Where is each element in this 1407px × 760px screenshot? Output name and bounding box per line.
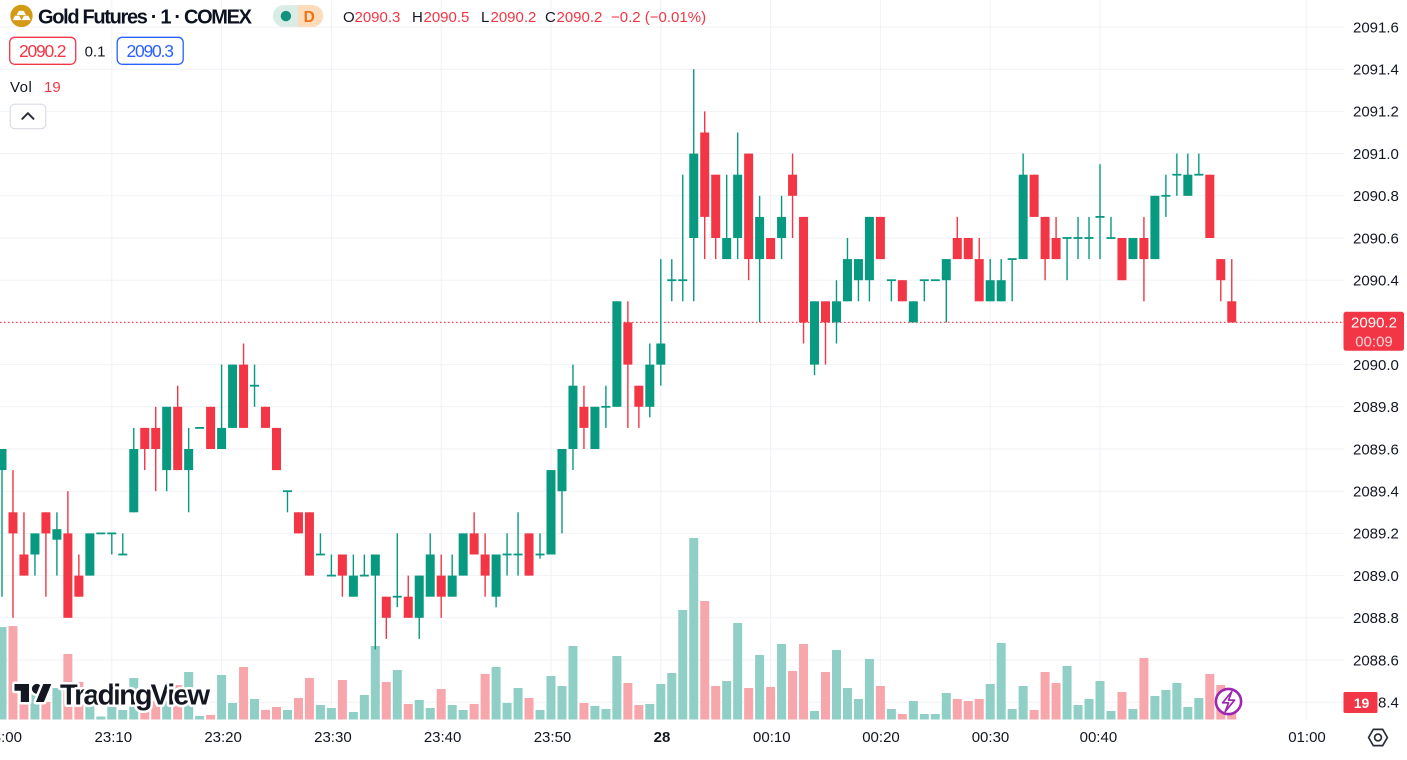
svg-text:2089.0: 2089.0: [1353, 568, 1399, 585]
svg-text:L: L: [481, 9, 489, 26]
svg-text:2090.4: 2090.4: [1353, 273, 1399, 290]
svg-text:00:20: 00:20: [862, 729, 900, 746]
svg-text:C: C: [545, 9, 556, 26]
svg-text:Vol: Vol: [10, 79, 32, 96]
svg-text:2090.8: 2090.8: [1353, 188, 1399, 205]
svg-text:2088.6: 2088.6: [1353, 652, 1399, 669]
svg-text:2090.3: 2090.3: [126, 41, 174, 61]
svg-text:00:40: 00:40: [1080, 729, 1118, 746]
svg-text:2089.2: 2089.2: [1353, 526, 1399, 543]
svg-text:19: 19: [44, 79, 61, 96]
svg-text:2091.6: 2091.6: [1353, 19, 1399, 36]
svg-text:23:20: 23:20: [204, 729, 242, 746]
svg-text:2090.2: 2090.2: [491, 9, 537, 26]
svg-text:2090.6: 2090.6: [1353, 230, 1399, 247]
svg-text:H: H: [412, 9, 423, 26]
svg-text:00:10: 00:10: [753, 729, 791, 746]
svg-text:2090.5: 2090.5: [424, 9, 470, 26]
svg-text:2091.0: 2091.0: [1353, 146, 1399, 163]
svg-text:2088.8: 2088.8: [1353, 610, 1399, 627]
svg-text:2090.2: 2090.2: [1351, 314, 1397, 331]
svg-text:23:30: 23:30: [314, 729, 352, 746]
svg-text:23:00: 23:00: [0, 729, 22, 746]
svg-text:28: 28: [654, 729, 671, 746]
svg-text:00:09: 00:09: [1355, 333, 1393, 350]
svg-text:−0.2 (−0.01%): −0.2 (−0.01%): [611, 9, 706, 26]
svg-text:19: 19: [1354, 695, 1370, 711]
svg-text:2089.6: 2089.6: [1353, 441, 1399, 458]
svg-text:2091.4: 2091.4: [1353, 62, 1399, 79]
svg-text:2089.4: 2089.4: [1353, 484, 1399, 501]
svg-text:2090.3: 2090.3: [355, 9, 401, 26]
svg-text:2090.2: 2090.2: [557, 9, 603, 26]
svg-text:23:50: 23:50: [534, 729, 572, 746]
svg-text:23:40: 23:40: [424, 729, 462, 746]
svg-text:2090.0: 2090.0: [1353, 357, 1399, 374]
svg-text:2091.2: 2091.2: [1353, 104, 1399, 121]
svg-text:2090.2: 2090.2: [19, 41, 66, 61]
svg-text:D: D: [304, 9, 315, 26]
svg-text:O: O: [343, 9, 355, 26]
svg-text:2089.8: 2089.8: [1353, 399, 1399, 416]
svg-text:Gold Futures · 1 · COMEX: Gold Futures · 1 · COMEX: [38, 7, 253, 29]
svg-text:23:10: 23:10: [95, 729, 133, 746]
svg-text:01:00: 01:00: [1288, 729, 1326, 746]
svg-text:00:30: 00:30: [972, 729, 1010, 746]
svg-text:TradingView: TradingView: [60, 680, 210, 712]
svg-text:0.1: 0.1: [85, 43, 106, 60]
